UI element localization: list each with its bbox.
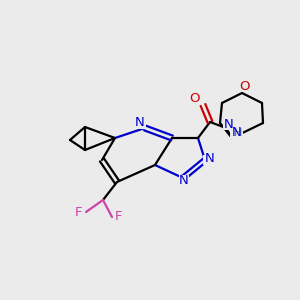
Bar <box>114 212 124 222</box>
Bar <box>188 93 200 105</box>
Text: O: O <box>240 80 250 92</box>
Text: O: O <box>189 92 199 104</box>
Text: N: N <box>224 118 234 130</box>
Text: N: N <box>135 116 145 130</box>
Text: F: F <box>75 206 83 218</box>
Bar <box>203 155 215 165</box>
Text: N: N <box>179 173 189 187</box>
Bar <box>238 82 250 92</box>
Bar <box>230 129 242 139</box>
Bar <box>223 120 235 130</box>
Text: N: N <box>205 152 215 166</box>
Bar <box>74 207 84 217</box>
Text: H: H <box>234 128 242 138</box>
Bar <box>134 119 146 129</box>
Text: N: N <box>232 127 242 140</box>
Text: F: F <box>115 211 123 224</box>
Bar <box>233 129 243 137</box>
Bar <box>179 175 189 185</box>
